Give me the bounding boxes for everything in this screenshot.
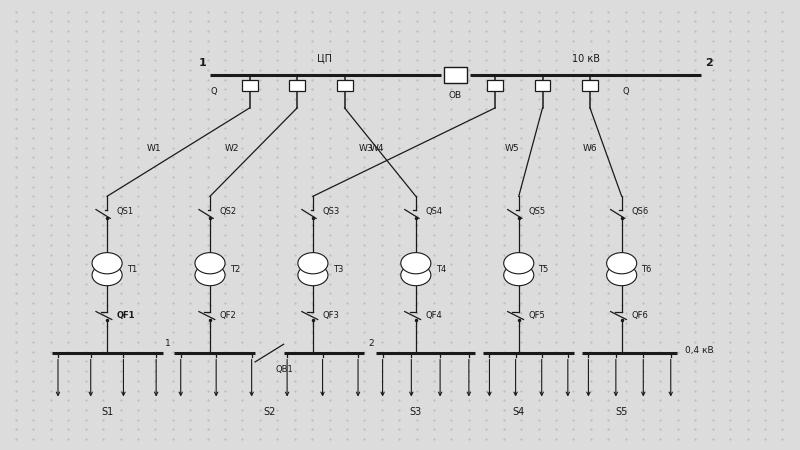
Text: S4: S4	[513, 407, 525, 417]
Text: T5: T5	[538, 265, 549, 274]
Text: QB1: QB1	[276, 365, 294, 374]
Text: QS5: QS5	[528, 207, 546, 216]
Text: 2: 2	[368, 339, 374, 348]
Ellipse shape	[504, 265, 534, 286]
Text: W2: W2	[225, 144, 239, 153]
Text: QF6: QF6	[631, 311, 648, 320]
Ellipse shape	[401, 265, 431, 286]
Text: Q: Q	[210, 87, 218, 96]
Text: QF5: QF5	[528, 311, 545, 320]
Ellipse shape	[606, 265, 637, 286]
Ellipse shape	[92, 265, 122, 286]
Bar	[487, 80, 503, 91]
Text: QS3: QS3	[322, 207, 340, 216]
Bar	[582, 80, 598, 91]
Text: QS2: QS2	[219, 207, 237, 216]
Text: QS1: QS1	[117, 207, 134, 216]
Text: W4: W4	[370, 144, 385, 153]
Text: QS4: QS4	[426, 207, 442, 216]
Text: 10 кВ: 10 кВ	[572, 54, 600, 64]
Text: T3: T3	[333, 265, 343, 274]
Text: S5: S5	[615, 407, 628, 417]
Bar	[443, 67, 467, 83]
Text: QF3: QF3	[322, 311, 339, 320]
Text: T2: T2	[230, 265, 240, 274]
Text: QF2: QF2	[219, 311, 236, 320]
Ellipse shape	[92, 252, 122, 274]
Text: S2: S2	[263, 407, 275, 417]
Text: S1: S1	[101, 407, 114, 417]
Bar	[337, 80, 353, 91]
Text: T4: T4	[436, 265, 446, 274]
Text: 0,4 кВ: 0,4 кВ	[685, 346, 714, 356]
Text: W6: W6	[582, 144, 598, 153]
Text: QS6: QS6	[631, 207, 649, 216]
Text: 2: 2	[705, 58, 713, 68]
Text: T1: T1	[127, 265, 137, 274]
Text: 1: 1	[198, 58, 206, 68]
Text: T6: T6	[642, 265, 652, 274]
Ellipse shape	[195, 252, 225, 274]
Ellipse shape	[195, 265, 225, 286]
Text: 1: 1	[165, 339, 170, 348]
Bar	[534, 80, 550, 91]
Bar	[289, 80, 305, 91]
Ellipse shape	[504, 252, 534, 274]
Bar	[242, 80, 258, 91]
Text: W5: W5	[505, 144, 519, 153]
Ellipse shape	[298, 252, 328, 274]
Text: W3: W3	[359, 144, 374, 153]
Text: W1: W1	[146, 144, 161, 153]
Text: S3: S3	[410, 407, 422, 417]
Text: Q: Q	[622, 87, 629, 96]
Ellipse shape	[401, 252, 431, 274]
Text: QF4: QF4	[426, 311, 442, 320]
Text: ОВ: ОВ	[449, 91, 462, 100]
Ellipse shape	[298, 265, 328, 286]
Ellipse shape	[606, 252, 637, 274]
Text: ЦП: ЦП	[318, 54, 332, 64]
Text: QF1: QF1	[117, 311, 135, 320]
